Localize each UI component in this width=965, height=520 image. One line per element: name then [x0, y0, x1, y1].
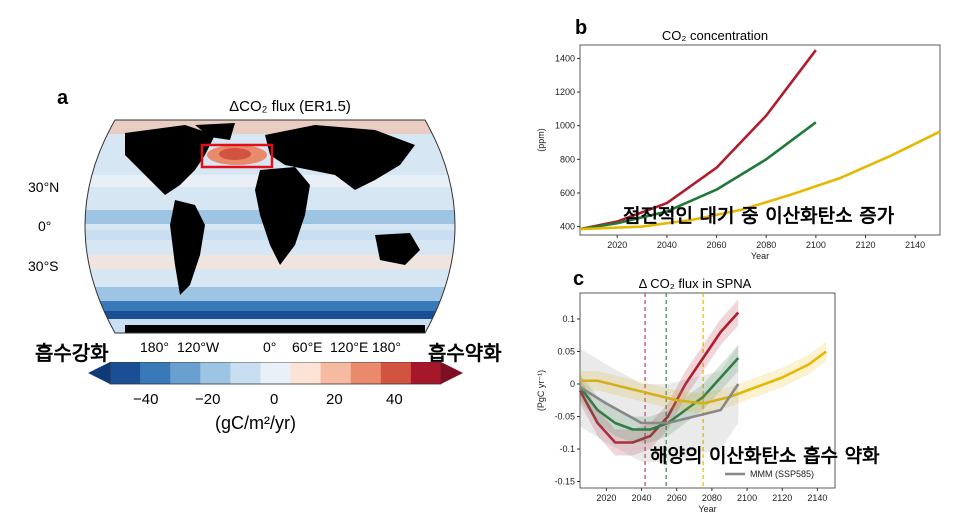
legend-label: MMM (SSP585) — [750, 469, 814, 479]
lon-180e: 180° — [372, 339, 401, 355]
y-tick-label: 0.05 — [557, 347, 575, 357]
x-tick-label: 2140 — [905, 240, 925, 250]
cb-tick-40: 40 — [386, 391, 403, 408]
colorbar-cell — [410, 362, 442, 384]
colorbar-cell — [140, 362, 171, 384]
colorbar-cell — [170, 362, 201, 384]
colorbar-cell — [380, 362, 412, 384]
chart-c: 2020 2040 2060 2080 2100 2120 2140 -0.15 -0.1 -0.… — [536, 292, 836, 514]
y-tick-label: 1000 — [555, 121, 575, 131]
cb-tick-0: 0 — [270, 391, 279, 408]
y-tick-label: 0.1 — [562, 314, 575, 324]
x-tick-label: 2140 — [807, 493, 827, 503]
panel-b-letter: b — [575, 17, 588, 39]
lat-0: 0° — [38, 218, 52, 234]
y-tick-label: 400 — [560, 222, 575, 232]
colorbar-low-arrow — [88, 362, 110, 384]
series-band — [580, 345, 739, 462]
series-line — [579, 130, 941, 231]
x-tick-label: 2080 — [756, 240, 776, 250]
panel-c-letter: c — [573, 268, 585, 290]
series-band — [580, 341, 827, 414]
x-tick-label: 2120 — [856, 240, 876, 250]
series-line — [579, 383, 740, 425]
colorbar-cell — [320, 362, 352, 384]
panel-a-letter: a — [57, 87, 69, 109]
world-map — [84, 119, 456, 334]
cb-tick-20: 20 — [326, 391, 343, 408]
x-tick-label: 2060 — [667, 493, 687, 503]
lon-120e: 120°E — [330, 339, 369, 355]
series-line — [579, 121, 817, 231]
chart-b: 2020 2040 2060 2080 2100 2120 2140 400 600 800 100… — [536, 44, 941, 261]
x-tick-label: 2060 — [707, 240, 727, 250]
y-tick-label: -0.15 — [554, 477, 575, 487]
x-tick-label: 2120 — [772, 493, 792, 503]
colorbar-cell — [200, 362, 231, 384]
lon-180w: 180° — [140, 339, 169, 355]
lon-60e: 60°E — [292, 339, 323, 355]
colorbar-cell — [230, 362, 261, 384]
x-tick-label: 2040 — [657, 240, 677, 250]
x-tick-label: 2020 — [607, 240, 627, 250]
label-absorb-weak: 흡수약화 — [428, 341, 502, 365]
series-line — [579, 49, 817, 231]
y-tick-label: -0.1 — [559, 444, 575, 454]
y-tick-label: 800 — [560, 154, 575, 164]
colorbar — [88, 362, 463, 385]
cb-tick-m20: −20 — [195, 391, 221, 408]
lat-30s: 30°S — [28, 258, 59, 274]
x-tick-label: 2080 — [702, 493, 722, 503]
colorbar-cell — [260, 362, 292, 384]
x-tick-label: 2100 — [806, 240, 826, 250]
x-tick-label: 2040 — [632, 493, 652, 503]
y-tick-label: 1400 — [555, 53, 575, 63]
plot-frame — [579, 44, 941, 236]
panel-a-title: ΔCO₂ flux (ER1.5) — [229, 98, 351, 115]
y-tick-label: 600 — [560, 188, 575, 198]
y-tick-label: 1200 — [555, 87, 575, 97]
colorbar-cell — [110, 362, 141, 384]
x-axis-label: Year — [698, 504, 716, 514]
cb-unit: (gC/m²/yr) — [215, 413, 296, 433]
x-axis-label: Year — [751, 251, 769, 261]
panel-c-title: Δ CO₂ flux in SPNA — [638, 276, 752, 291]
y-axis-label: (PgC yr⁻¹) — [536, 370, 546, 411]
lon-120w: 120°W — [177, 339, 220, 355]
label-absorb-strong: 흡수강화 — [35, 341, 109, 365]
y-tick-label: 0 — [570, 379, 575, 389]
colorbar-cell — [290, 362, 322, 384]
series-band — [580, 345, 739, 443]
colorbar-high-arrow — [441, 362, 463, 384]
x-tick-label: 2020 — [596, 493, 616, 503]
lon-0: 0° — [263, 339, 277, 355]
x-tick-label: 2100 — [737, 493, 757, 503]
series-line — [578, 357, 740, 431]
spna-box — [200, 143, 274, 169]
lat-30n: 30°N — [28, 179, 60, 195]
panel-b-title: CO₂ concentration — [661, 28, 769, 43]
series-line — [580, 350, 827, 405]
y-axis-label: (ppm) — [536, 128, 546, 152]
panel-b-annotation: 점진적인 대기 중 이산화탄소 증가 — [623, 205, 895, 227]
cb-tick-m40: −40 — [133, 391, 159, 408]
panel-c-annotation: 해양의 이산화탄소 흡수 약화 — [650, 445, 880, 467]
y-tick-label: -0.05 — [554, 412, 575, 422]
colorbar-cell — [350, 362, 382, 384]
